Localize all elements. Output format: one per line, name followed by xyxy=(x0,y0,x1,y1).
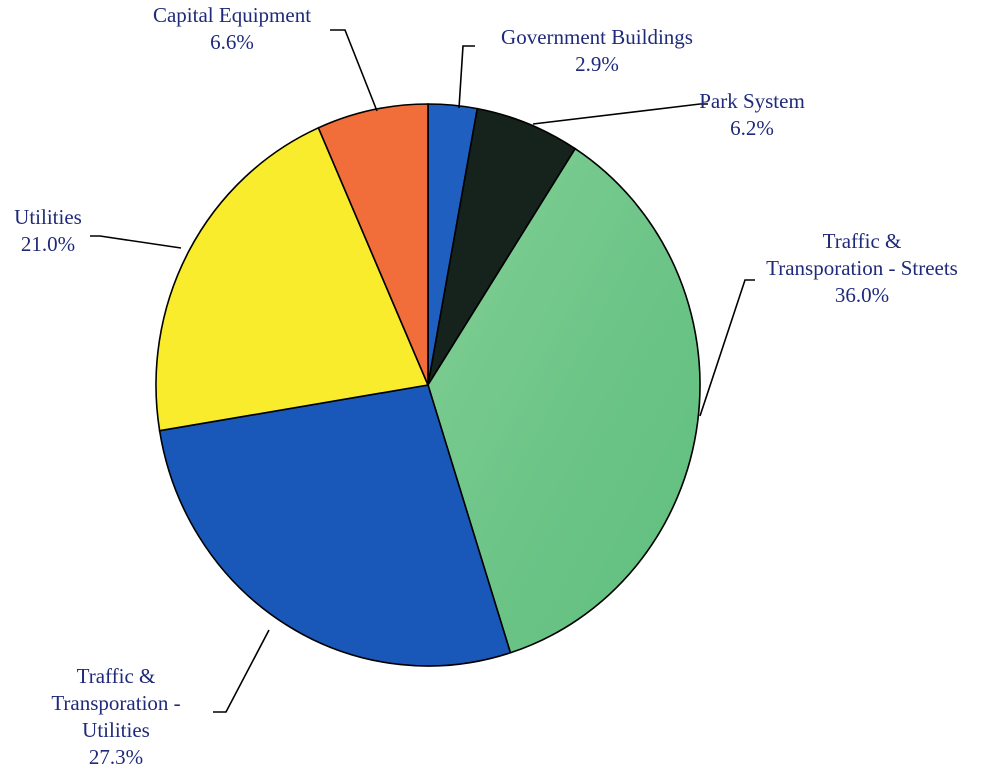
leader-line-government-buildings xyxy=(458,45,475,109)
slice-name-traffic-streets: Transporation - Streets xyxy=(766,256,958,280)
slice-percent-utilities: 21.0% xyxy=(21,232,75,256)
leader-line-park-system xyxy=(532,103,708,125)
slice-label-utilities: Utilities 21.0% xyxy=(14,205,82,256)
pie-slice-traffic-utilities xyxy=(158,384,512,667)
slice-label-capital-equipment: Capital Equipment 6.6% xyxy=(153,3,311,54)
slice-name-utilities: Utilities xyxy=(14,205,82,229)
slice-percent-park-system: 6.2% xyxy=(730,116,774,140)
pie-slice-utilities xyxy=(155,126,430,432)
slice-name-traffic-utilities: Utilities xyxy=(82,718,150,742)
leader-line-traffic-utilities xyxy=(213,629,270,713)
slice-name-park-system: Park System xyxy=(699,89,805,113)
slice-percent-capital-equipment: 6.6% xyxy=(210,30,254,54)
slice-name-government-buildings: Government Buildings xyxy=(501,25,693,49)
pie-slice-traffic-streets xyxy=(427,147,701,654)
slice-name-traffic-utilities: Traffic & xyxy=(77,664,156,688)
slice-percent-traffic-streets: 36.0% xyxy=(835,283,889,307)
pie-slice-capital-equipment xyxy=(317,103,429,386)
slice-name-capital-equipment: Capital Equipment xyxy=(153,3,311,27)
slice-percent-traffic-utilities: 27.3% xyxy=(89,745,143,769)
slice-percent-government-buildings: 2.9% xyxy=(575,52,619,76)
slice-label-government-buildings: Government Buildings 2.9% xyxy=(501,25,693,76)
slice-name-traffic-streets: Traffic & xyxy=(823,229,902,253)
slice-label-traffic-utilities: Traffic & Transporation - Utilities 27.3% xyxy=(51,664,180,769)
slice-label-park-system: Park System 6.2% xyxy=(699,89,805,140)
slice-name-traffic-utilities: Transporation - xyxy=(51,691,180,715)
leader-line-traffic-streets xyxy=(699,279,755,417)
leader-line-utilities xyxy=(90,235,182,249)
slice-label-traffic-streets: Traffic & Transporation - Streets 36.0% xyxy=(766,229,958,307)
leader-line-capital-equipment xyxy=(330,29,378,112)
